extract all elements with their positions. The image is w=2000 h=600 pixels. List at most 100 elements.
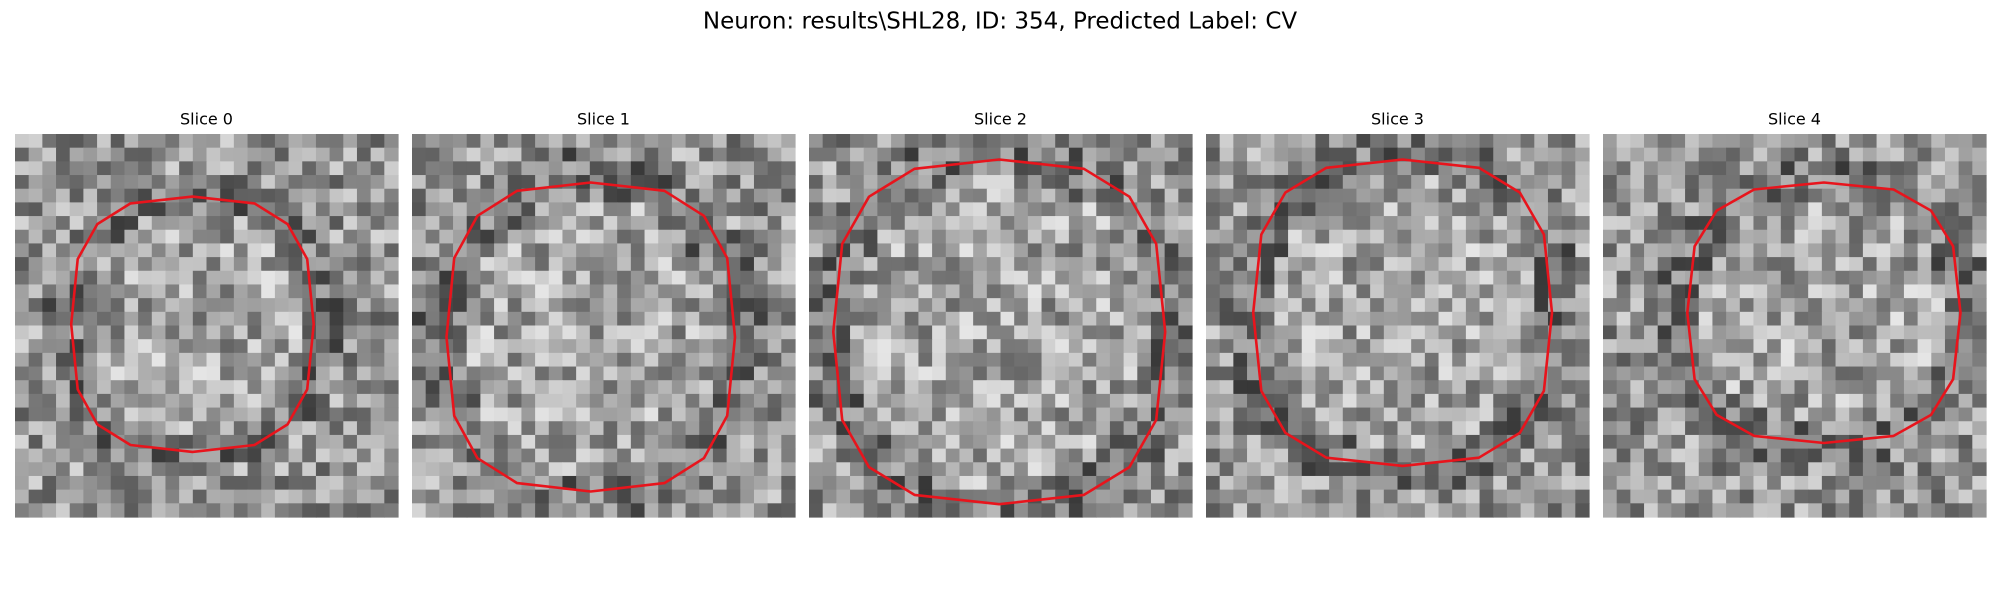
pixel <box>1767 175 1782 190</box>
pixel <box>932 257 947 272</box>
pixel <box>138 284 153 299</box>
pixel <box>42 393 57 409</box>
pixel <box>384 311 399 327</box>
pixel <box>740 407 755 422</box>
pixel <box>1233 407 1248 422</box>
pixel <box>110 147 126 162</box>
pixel <box>1438 134 1453 149</box>
pixel <box>1383 284 1399 299</box>
pixel <box>1383 298 1399 313</box>
pixel <box>1342 229 1358 245</box>
pixel <box>356 229 372 245</box>
pixel <box>1137 284 1152 299</box>
pixel <box>56 134 71 149</box>
pixel <box>1000 475 1015 491</box>
pixel <box>1849 434 1864 450</box>
pixel <box>959 134 974 149</box>
pixel <box>781 147 796 162</box>
pixel <box>1493 380 1508 395</box>
pixel <box>1315 325 1330 340</box>
pixel <box>959 448 974 463</box>
pixel <box>959 298 974 313</box>
pixel <box>315 434 331 450</box>
pixel <box>1178 475 1193 491</box>
pixel <box>233 284 249 299</box>
pixel <box>179 352 194 368</box>
pixel <box>439 298 454 313</box>
pixel <box>932 366 947 381</box>
pixel <box>329 147 344 162</box>
pixel <box>836 298 851 313</box>
pixel <box>850 462 865 477</box>
pixel <box>1903 462 1919 477</box>
pixel <box>630 489 646 504</box>
pixel <box>1958 284 1973 299</box>
pixel <box>1383 188 1399 203</box>
pixel <box>425 216 440 231</box>
pixel <box>644 448 659 463</box>
pixel <box>1698 147 1714 162</box>
pixel <box>1424 188 1440 203</box>
pixel <box>562 380 577 395</box>
pixel <box>343 188 358 203</box>
pixel <box>1465 393 1481 409</box>
pixel <box>329 352 344 368</box>
pixel <box>507 325 523 340</box>
pixel <box>822 489 837 504</box>
pixel <box>918 352 933 368</box>
pixel <box>466 421 481 436</box>
pixel <box>1370 475 1385 491</box>
pixel <box>1219 366 1234 381</box>
pixel <box>1890 407 1905 422</box>
pixel <box>1082 147 1097 162</box>
pixel <box>1890 448 1905 463</box>
pixel <box>1452 393 1467 409</box>
pixel <box>1164 284 1179 299</box>
pixel <box>535 366 550 381</box>
pixel <box>535 475 550 491</box>
pixel <box>1644 161 1659 176</box>
pixel <box>1465 202 1481 217</box>
pixel <box>726 161 741 176</box>
pixel <box>15 366 30 381</box>
pixel <box>343 325 358 340</box>
pixel <box>904 366 920 381</box>
pixel <box>1150 339 1166 354</box>
pixel <box>1178 366 1193 381</box>
pixel <box>576 393 591 409</box>
pixel <box>1233 352 1248 368</box>
pixel <box>315 325 331 340</box>
pixel <box>1726 462 1741 477</box>
pixel <box>1808 503 1823 518</box>
pixel <box>97 352 112 368</box>
pixel <box>370 489 385 504</box>
pixel <box>97 243 112 258</box>
pixel <box>918 311 933 327</box>
pixel <box>809 257 824 272</box>
pixel <box>1972 298 1987 313</box>
pixel <box>836 352 851 368</box>
pixel <box>945 434 961 450</box>
pixel <box>151 147 167 162</box>
pixel <box>630 434 646 450</box>
pixel <box>480 216 495 231</box>
pixel <box>370 161 385 176</box>
pixel <box>548 161 564 176</box>
pixel <box>42 229 57 245</box>
pixel <box>1958 407 1973 422</box>
pixel <box>1178 434 1193 450</box>
pixel <box>589 298 605 313</box>
pixel <box>42 147 57 162</box>
pixel <box>151 421 167 436</box>
pixel <box>685 366 700 381</box>
pixel <box>1726 448 1741 463</box>
pixel <box>1849 134 1864 149</box>
pixel <box>1561 503 1576 518</box>
pixel <box>1438 284 1453 299</box>
pixel <box>425 229 440 245</box>
pixel <box>315 462 331 477</box>
pixel <box>1247 161 1262 176</box>
pixel <box>329 257 344 272</box>
pixel <box>1150 216 1166 231</box>
pixel <box>617 243 632 258</box>
